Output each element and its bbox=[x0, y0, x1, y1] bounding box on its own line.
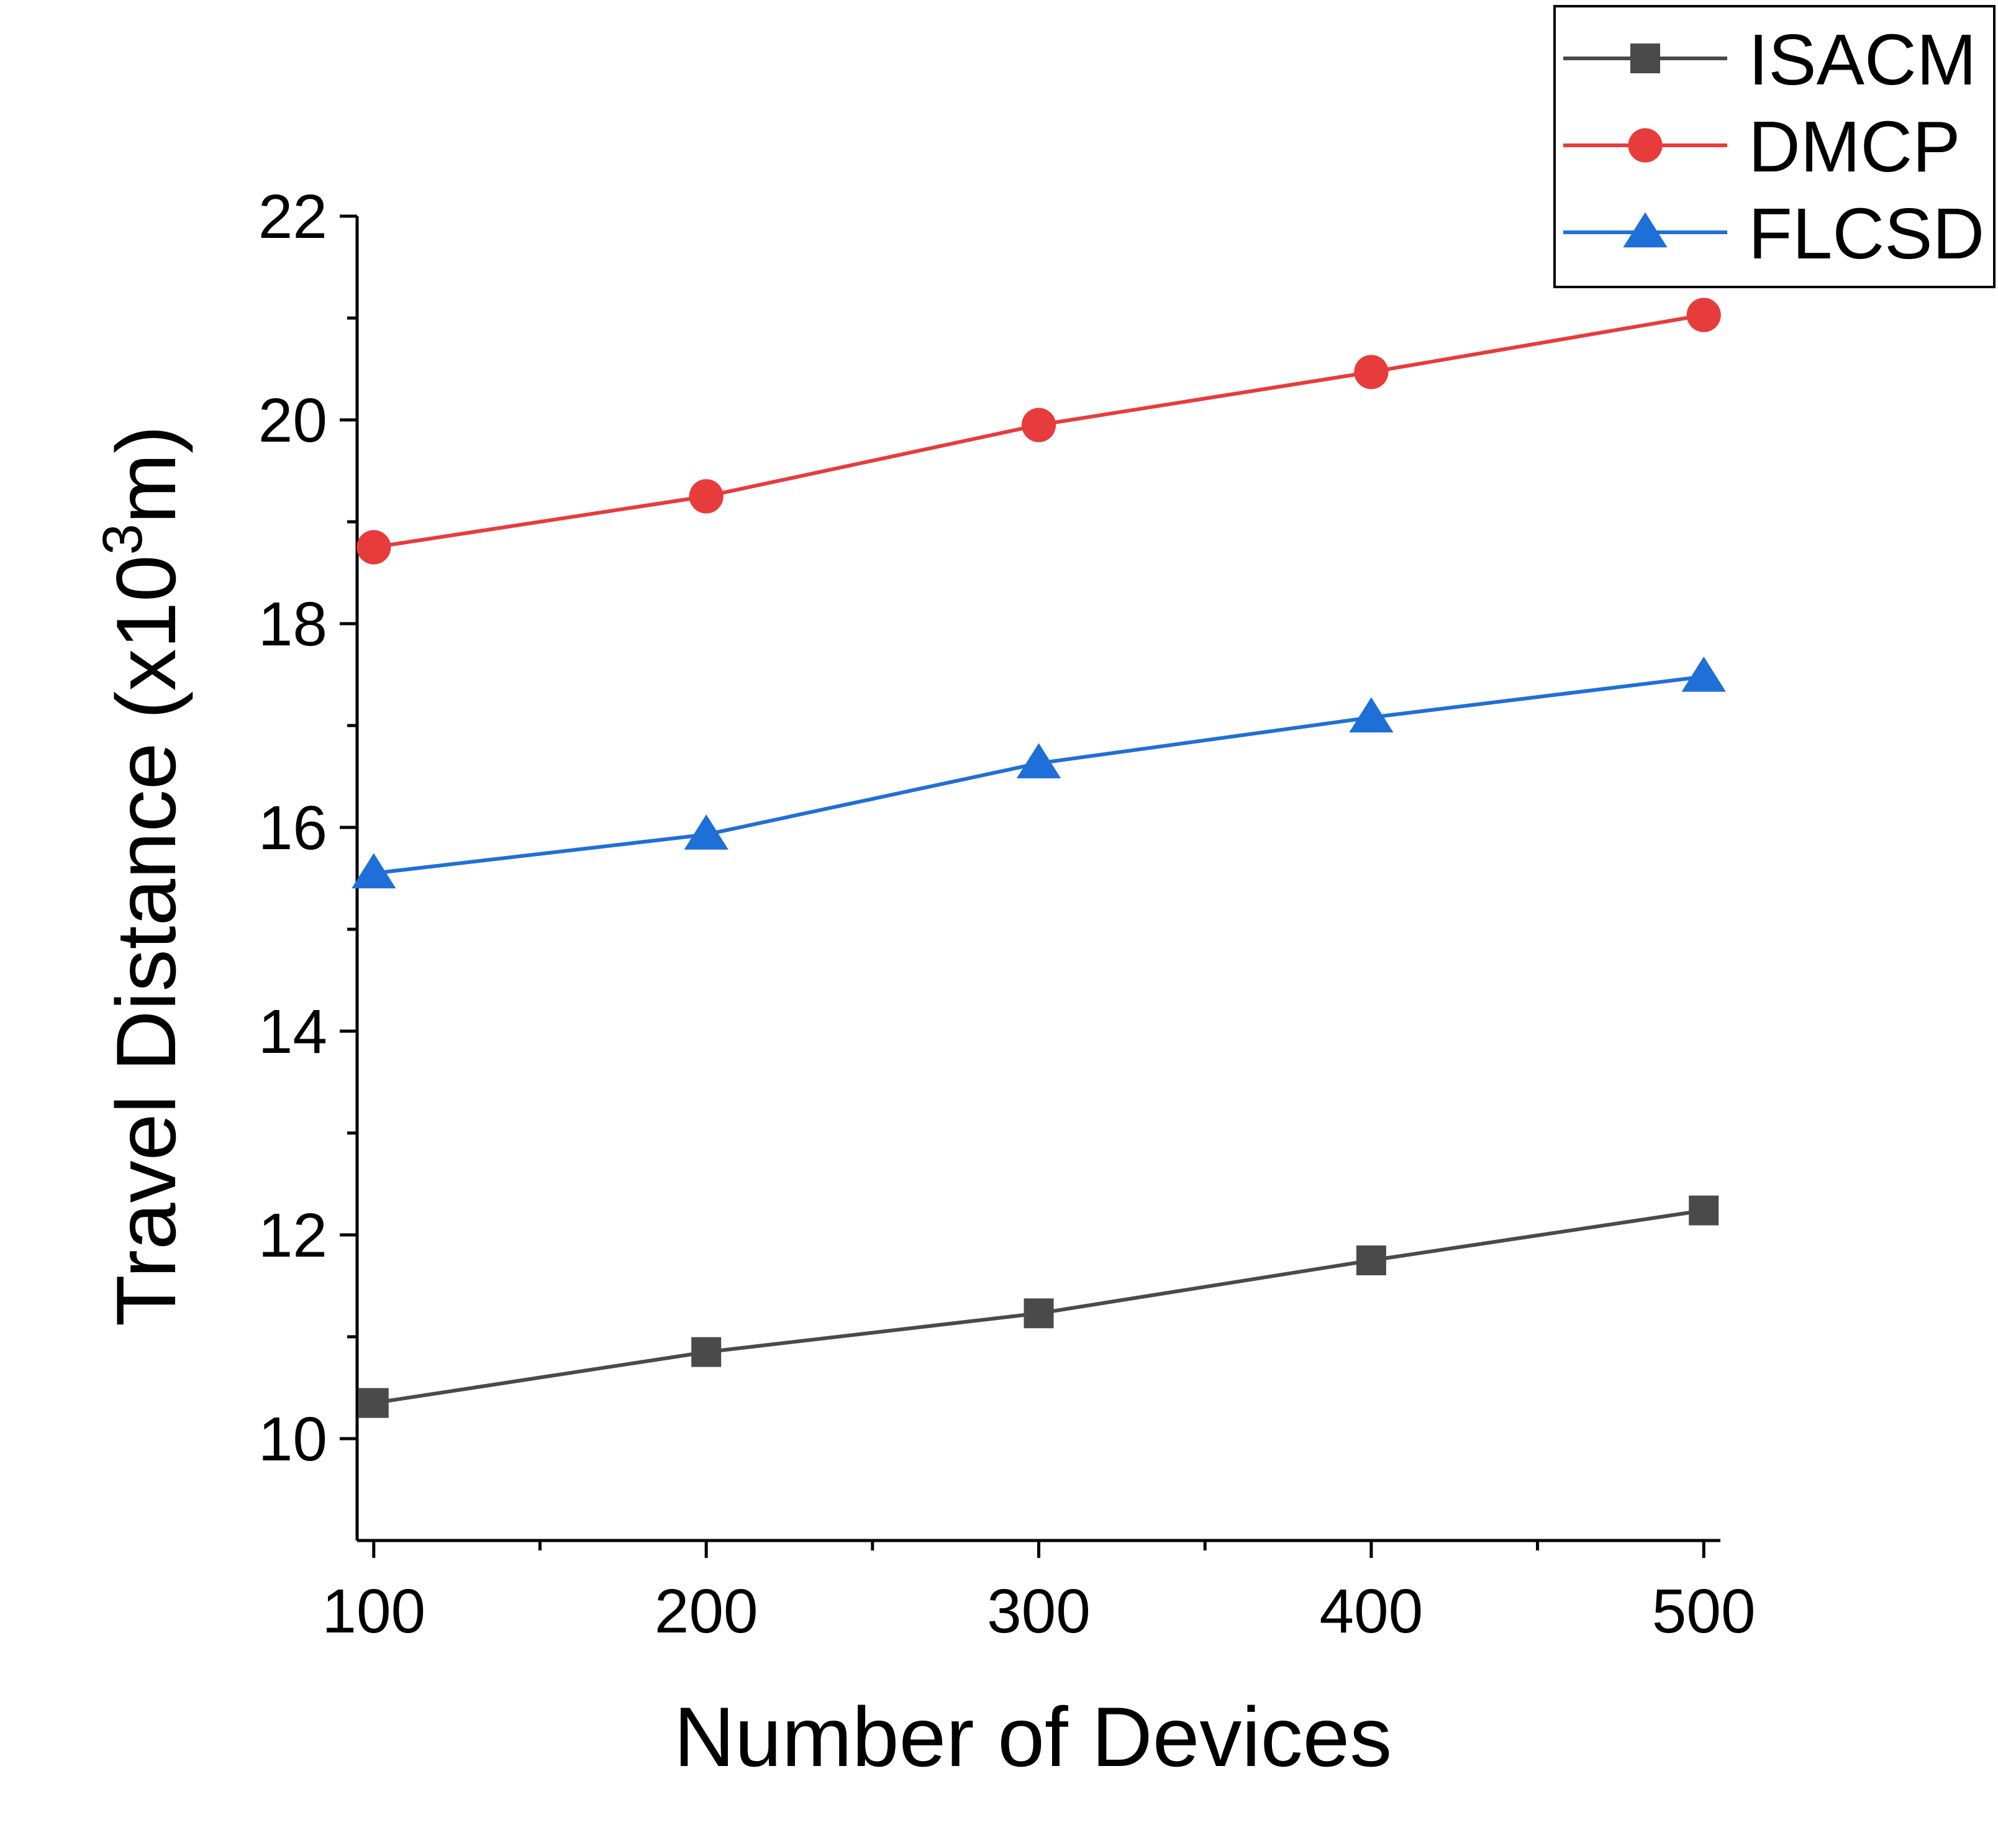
legend-label-flcsd: FLCSD bbox=[1748, 193, 1984, 274]
y-axis-label: Travel Distance (x103m) bbox=[92, 426, 193, 1327]
axes: 10 12 14 16 18 20 22 100 200 300 400 500 bbox=[258, 182, 1756, 1646]
legend-marker-dmcp bbox=[1628, 128, 1663, 163]
y-tick-label: 18 bbox=[258, 589, 327, 659]
x-axis-label: Number of Devices bbox=[674, 1690, 1392, 1784]
y-tick-label: 20 bbox=[258, 386, 327, 455]
data-point-dmcp bbox=[689, 479, 724, 514]
data-point-flcsd bbox=[1016, 743, 1061, 778]
series-isacm bbox=[358, 1195, 1719, 1418]
data-point-isacm bbox=[358, 1388, 389, 1418]
data-point-dmcp bbox=[1686, 298, 1721, 332]
legend-marker-flcsd bbox=[1623, 212, 1668, 248]
legend-label-isacm: ISACM bbox=[1748, 19, 1976, 100]
legend-marker-isacm bbox=[1630, 43, 1660, 73]
data-point-isacm bbox=[691, 1337, 722, 1367]
y-axis-label-tail: m) bbox=[99, 426, 193, 524]
x-tick-label: 200 bbox=[655, 1577, 758, 1646]
data-point-isacm bbox=[1356, 1245, 1386, 1275]
data-point-flcsd bbox=[1349, 697, 1394, 733]
series-layer bbox=[352, 298, 1726, 1418]
data-point-flcsd bbox=[684, 814, 729, 850]
x-tick-label: 500 bbox=[1652, 1577, 1756, 1646]
y-tick-label: 14 bbox=[258, 997, 327, 1067]
x-tick-label: 100 bbox=[322, 1577, 425, 1646]
data-point-isacm bbox=[1689, 1195, 1719, 1226]
legend-label-dmcp: DMCP bbox=[1748, 106, 1961, 187]
data-point-dmcp bbox=[1354, 355, 1389, 389]
y-tick-label: 10 bbox=[258, 1404, 327, 1474]
x-tick-label: 400 bbox=[1319, 1577, 1423, 1646]
y-tick-label: 22 bbox=[258, 182, 327, 252]
data-point-flcsd bbox=[1681, 656, 1726, 692]
x-tick-label: 300 bbox=[987, 1577, 1091, 1646]
data-point-isacm bbox=[1024, 1298, 1054, 1329]
y-tick-label: 16 bbox=[258, 793, 327, 863]
series-dmcp bbox=[356, 298, 1721, 565]
series-flcsd bbox=[352, 656, 1726, 889]
data-point-flcsd bbox=[352, 853, 396, 889]
y-axis-label-superscript: 3 bbox=[92, 524, 154, 555]
data-point-dmcp bbox=[1021, 407, 1056, 442]
y-tick-label: 12 bbox=[258, 1201, 327, 1270]
data-point-dmcp bbox=[356, 530, 391, 565]
y-axis-label-main: Travel Distance (x10 bbox=[99, 555, 193, 1326]
